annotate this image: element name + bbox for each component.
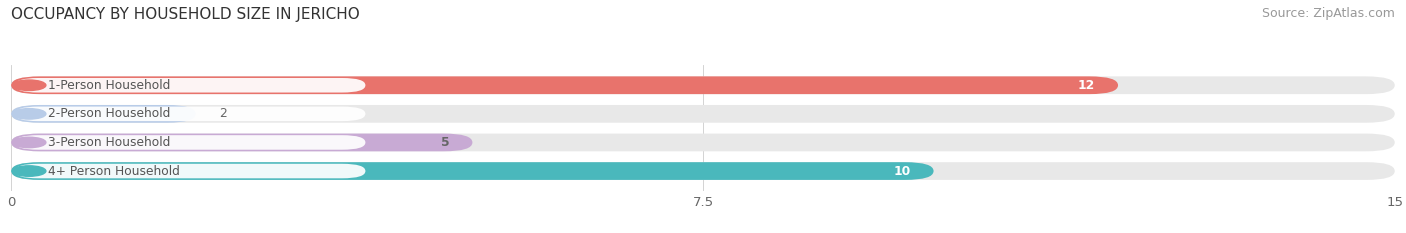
Text: 1-Person Household: 1-Person Household bbox=[48, 79, 170, 92]
Text: Source: ZipAtlas.com: Source: ZipAtlas.com bbox=[1261, 7, 1395, 20]
FancyBboxPatch shape bbox=[11, 105, 1395, 123]
FancyBboxPatch shape bbox=[11, 105, 195, 123]
Text: 10: 10 bbox=[893, 164, 911, 178]
Text: 2-Person Household: 2-Person Household bbox=[48, 107, 170, 120]
FancyBboxPatch shape bbox=[11, 134, 1395, 151]
Text: 4+ Person Household: 4+ Person Household bbox=[48, 164, 180, 178]
Circle shape bbox=[13, 166, 46, 176]
FancyBboxPatch shape bbox=[11, 76, 1118, 94]
Text: 5: 5 bbox=[440, 136, 450, 149]
FancyBboxPatch shape bbox=[15, 106, 366, 121]
FancyBboxPatch shape bbox=[11, 162, 934, 180]
FancyBboxPatch shape bbox=[11, 134, 472, 151]
FancyBboxPatch shape bbox=[11, 76, 1395, 94]
Text: OCCUPANCY BY HOUSEHOLD SIZE IN JERICHO: OCCUPANCY BY HOUSEHOLD SIZE IN JERICHO bbox=[11, 7, 360, 22]
Text: 2: 2 bbox=[219, 107, 226, 120]
FancyBboxPatch shape bbox=[11, 162, 1395, 180]
FancyBboxPatch shape bbox=[15, 78, 366, 93]
Text: 3-Person Household: 3-Person Household bbox=[48, 136, 170, 149]
FancyBboxPatch shape bbox=[15, 164, 366, 178]
FancyBboxPatch shape bbox=[15, 135, 366, 150]
Circle shape bbox=[13, 137, 46, 148]
Text: 12: 12 bbox=[1078, 79, 1095, 92]
Circle shape bbox=[13, 80, 46, 90]
Circle shape bbox=[13, 109, 46, 119]
